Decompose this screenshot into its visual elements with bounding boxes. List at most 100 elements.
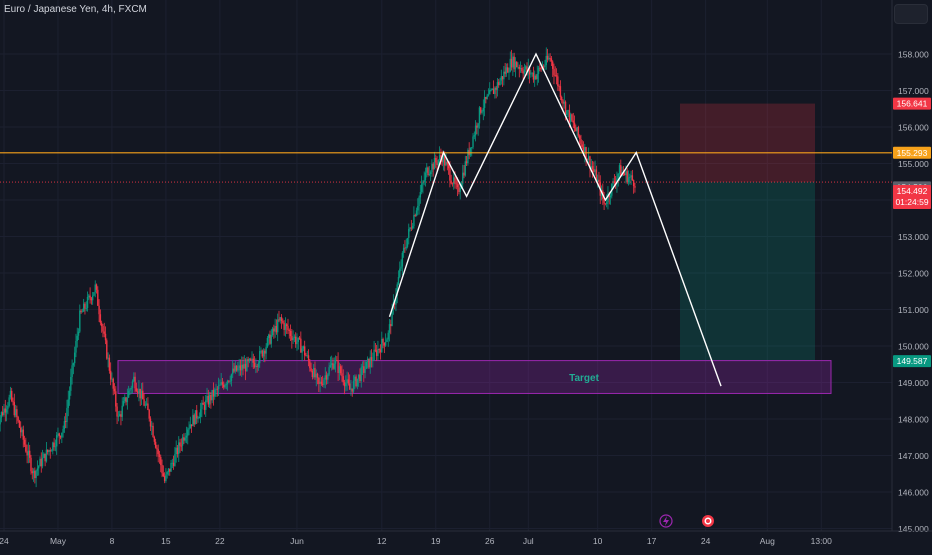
candle-body [2,412,4,416]
candle-body [343,382,346,387]
candle-body [23,439,26,445]
candle-body [345,382,347,387]
candle-body [576,127,578,132]
candle-body [444,155,446,166]
candle-body [465,161,468,164]
candle-body [418,197,420,207]
candle-body [151,425,153,427]
candle-body [135,388,138,392]
candle-body [106,340,108,359]
pattern-path [388,52,722,387]
chart-settings-button[interactable] [894,4,928,24]
candle-body [500,76,502,81]
candle-body [242,364,244,369]
candle-body [289,330,292,337]
candle-body [549,57,551,59]
candle-body [91,295,94,301]
candle-body [454,177,456,184]
candle-body [450,180,452,184]
y-tick-label: 156.000 [898,123,929,133]
x-tick-label: 12 [377,536,387,546]
candle-body [471,147,473,149]
y-tick-label: 147.000 [898,451,929,461]
candle-body [387,332,389,340]
y-tick-label: 158.000 [898,50,929,60]
record-icon-dot [706,519,710,523]
candle-body [252,358,254,363]
candle-body [370,357,373,361]
candle-body [337,360,339,373]
candle-body [239,365,242,371]
candle-body [596,179,599,183]
candle-body [504,71,506,74]
stop-loss-zone [680,103,815,183]
candle-body [131,381,134,388]
candle-body [354,376,356,381]
candle-body [478,107,481,124]
candle-body [591,166,594,170]
candle-body [264,350,266,354]
candle-body [582,147,585,154]
candle-body [559,86,562,97]
candle-body [32,470,35,474]
candle-body [207,395,210,405]
candle-body [513,56,515,70]
candle-body [357,374,360,379]
candle-body [568,110,571,122]
candle-body [490,89,492,91]
candle-body [287,326,289,331]
candle-body [161,465,163,474]
candle-body [85,308,87,309]
candle-body [73,352,76,364]
candle-body [319,381,321,384]
candle-body [631,175,634,181]
candle-body [363,366,365,373]
candle-body [620,165,622,177]
candle-body [603,198,605,204]
candle-body [467,150,469,164]
candle-body [197,418,199,419]
candle-body [399,268,401,278]
candle-body [566,110,568,115]
candle-body [315,373,317,378]
candle-body [449,168,451,181]
candle-body [160,456,162,466]
candle-body [320,381,323,384]
candle-body [208,394,211,405]
candle-body [329,365,332,368]
candle-body [94,284,96,293]
candle-body [447,164,450,169]
candle-body [57,433,59,436]
candle-body [275,326,278,333]
y-tick-label: 150.000 [898,342,929,352]
candle-body [153,437,156,442]
candle-body [634,186,636,188]
stop-loss-price-tag [893,97,931,110]
candle-body [338,366,341,373]
candle-body [27,450,30,456]
candle-body [8,397,10,406]
candle-body [286,324,288,327]
candle-body [375,350,378,356]
candle-body [171,462,174,464]
candle-body [46,449,49,453]
candle-body [62,429,64,433]
candle-body [325,375,328,380]
candle-body [505,67,508,74]
take-profit-zone [680,182,815,362]
candle-body [560,96,563,101]
candle-body [546,55,549,60]
candle-body [573,122,576,129]
candle-body [525,66,527,70]
candle-body [238,365,240,368]
candle-body [270,335,272,344]
candle-body [373,349,375,361]
candle-body [26,451,28,456]
candle-body [348,383,351,390]
candle-body [626,171,628,183]
candle-body [163,476,166,482]
candle-body [543,66,545,68]
candle-body [318,377,320,384]
